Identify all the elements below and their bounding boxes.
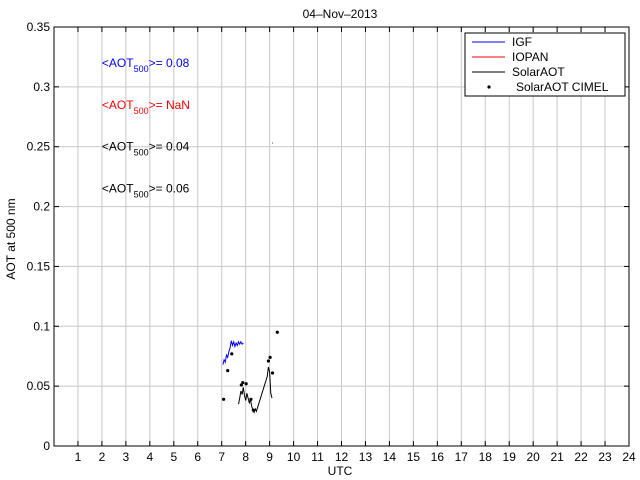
annotation-aot-mean: <AOT500>= 0.08 — [102, 56, 190, 74]
y-tick-label: 0.35 — [27, 20, 51, 34]
data-point — [226, 368, 230, 373]
x-tick-label: 1 — [75, 450, 82, 464]
data-point — [268, 355, 272, 360]
annotation-aot-mean: <AOT500>= 0.04 — [102, 140, 190, 158]
x-tick-label: 15 — [407, 450, 421, 464]
y-tick-label: 0 — [43, 439, 50, 453]
y-axis-label: AOT at 500 nm — [4, 198, 18, 279]
x-tick-label: 21 — [550, 450, 564, 464]
y-tick-label: 0.05 — [27, 379, 51, 393]
tick-labels: 1 2 3 4 5 6 7 8 9 10 11 12 13 14 15 16 17 18 19 20 21 22 23 240… — [27, 20, 636, 464]
x-tick-label: 12 — [335, 450, 349, 464]
x-tick-label: 13 — [359, 450, 373, 464]
x-tick-label: 2 — [99, 450, 106, 464]
series-line-0 — [222, 340, 244, 365]
data-point — [270, 371, 275, 375]
legend-box — [464, 32, 626, 97]
x-tick-label: 24 — [622, 450, 636, 464]
x-tick-label: 9 — [266, 450, 273, 464]
x-tick-label: 19 — [503, 450, 517, 464]
y-tick-label: 0.15 — [27, 259, 51, 273]
x-tick-label: 20 — [526, 450, 540, 464]
chart-title: 04–Nov–2013 — [303, 7, 378, 21]
x-tick-label: 7 — [218, 450, 225, 464]
legend-label: SolarAOT CIMEL — [516, 80, 609, 94]
x-tick-label: 17 — [455, 450, 469, 464]
x-tick-label: 22 — [574, 450, 588, 464]
x-tick-label: 4 — [146, 450, 153, 464]
legend-label: SolarAOT — [512, 65, 565, 79]
series-line-2 — [238, 366, 273, 414]
x-tick-label: 16 — [431, 450, 445, 464]
data-point — [266, 359, 271, 363]
y-tick-label: 0.3 — [33, 80, 50, 94]
x-tick-label: 5 — [170, 450, 177, 464]
x-tick-label: 14 — [383, 450, 397, 464]
x-tick-label: 3 — [123, 450, 130, 464]
x-tick-label: 18 — [479, 450, 493, 464]
series-layer — [222, 142, 279, 414]
x-tick-label: 8 — [242, 450, 249, 464]
data-point — [249, 397, 253, 401]
x-tick-label: 11 — [311, 450, 324, 464]
data-point — [244, 382, 248, 386]
y-tick-label: 0.2 — [33, 200, 50, 214]
stray-point — [272, 142, 274, 144]
data-point — [251, 408, 255, 412]
data-point — [230, 352, 234, 356]
annotations: <AOT500>= 0.08 <AOT500>= NaN <AOT500>= 0.0… — [102, 56, 190, 200]
annotation-aot-mean: <AOT500>= 0.06 — [102, 182, 190, 200]
annotation-aot-mean: <AOT500>= NaN — [102, 98, 190, 116]
x-tick-label: 6 — [194, 450, 201, 464]
legend-marker — [487, 85, 491, 89]
x-tick-label: 10 — [287, 450, 301, 464]
plot-axes — [53, 26, 630, 447]
x-tick-label: 23 — [598, 450, 612, 464]
y-tick-label: 0.25 — [27, 140, 51, 154]
x-axis-label: UTC — [328, 464, 353, 478]
data-point — [241, 380, 245, 385]
data-point — [239, 383, 243, 387]
data-point — [275, 330, 279, 334]
legend-label: IOPAN — [512, 50, 548, 64]
y-tick-label: 0.1 — [33, 319, 50, 333]
legend-label: IGF — [512, 35, 532, 49]
data-point — [222, 397, 226, 401]
